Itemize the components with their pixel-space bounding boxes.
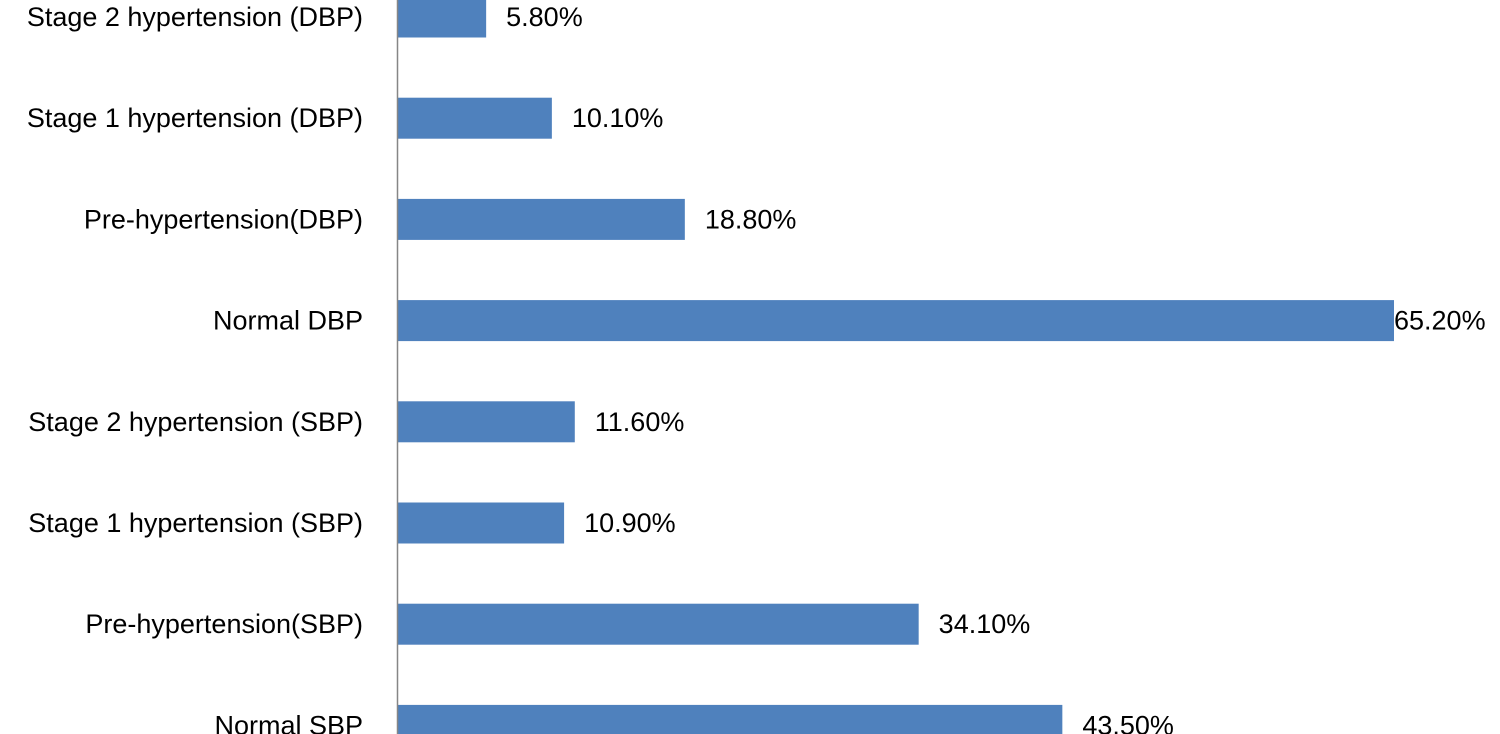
value-label: 10.90% (584, 508, 676, 538)
bar (397, 401, 575, 443)
bar (397, 603, 919, 645)
bar (397, 198, 685, 240)
category-labels: Stage 2 hypertension (DBP) Stage 1 hypert… (27, 2, 363, 734)
category-label: Stage 2 hypertension (SBP) (28, 407, 363, 437)
value-label: 65.20% (1394, 306, 1486, 336)
bar (397, 502, 565, 544)
value-label: 5.80% (506, 2, 583, 32)
category-label: Pre-hypertension(DBP) (84, 204, 363, 234)
value-label: 11.60% (595, 407, 685, 437)
category-label: Pre-hypertension(SBP) (85, 609, 363, 639)
category-label: Stage 1 hypertension (SBP) (28, 508, 363, 538)
bar (397, 704, 1063, 734)
value-label: 10.10% (572, 103, 664, 133)
category-label: Normal DBP (213, 306, 363, 336)
value-label: 43.50% (1082, 710, 1174, 734)
bar (397, 97, 552, 139)
bar (397, 0, 487, 38)
value-label: 34.10% (939, 609, 1031, 639)
category-label: Stage 2 hypertension (DBP) (27, 2, 363, 32)
bar (397, 300, 1394, 342)
category-label: Normal SBP (214, 710, 363, 734)
value-label: 18.80% (705, 204, 797, 234)
category-label: Stage 1 hypertension (DBP) (27, 103, 363, 133)
value-labels: 5.80% 10.10% 18.80% 65.20% 11.60% 10.90% 34.10… (506, 2, 1485, 734)
bars-group (397, 0, 1394, 734)
